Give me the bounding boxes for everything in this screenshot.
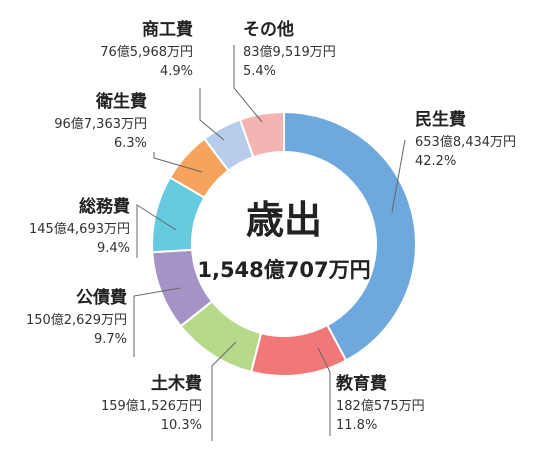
slice-5-amount-label: 145億4,693万円: [29, 221, 130, 237]
slice-3-leader-line: [211, 341, 237, 441]
slice-6-percent-label: 6.3%: [114, 136, 147, 151]
slice-5-leader-line: [136, 204, 177, 258]
slice-2-leader-line: [317, 347, 331, 436]
slice-1-name-label: 民生費: [415, 109, 466, 130]
slice-7-name-label: 商工費: [142, 19, 193, 40]
slice-6-name-label: 衛生費: [95, 91, 147, 112]
slice-6-amount-label: 96億7,363万円: [54, 116, 147, 132]
slice-8-leader-line: [233, 45, 263, 123]
slice-2-name-label: 教育費: [335, 373, 387, 394]
slice-5-percent-label: 9.4%: [97, 241, 130, 256]
donut-slices: [151, 110, 417, 377]
slice-1-amount-label: 653億8,434万円: [415, 134, 516, 150]
slice-2-percent-label: 11.8%: [336, 418, 377, 433]
slice-1-percent-label: 42.2%: [415, 154, 456, 169]
slice-4-amount-label: 150億2,629万円: [26, 312, 127, 328]
slice-7-leader-line: [199, 88, 225, 141]
slice-8-amount-label: 83億9,519万円: [243, 44, 336, 60]
slice-3-name-label: 土木費: [151, 373, 202, 394]
slice-4-percent-label: 9.7%: [94, 332, 127, 347]
slice-8-arc: [238, 110, 285, 159]
slice-labels: 民生費 653億8,434万円 42.2% 教育費 182億575万円 11.8% 土木費 1…: [26, 19, 516, 433]
slice-2-amount-label: 182億575万円: [336, 398, 425, 414]
slice-1-leader-line: [391, 139, 406, 213]
slice-3-percent-label: 10.3%: [161, 418, 202, 433]
slice-1-arc: [283, 110, 417, 362]
slice-6-leader-line: [153, 152, 203, 173]
slice-8-percent-label: 5.4%: [243, 64, 276, 79]
slice-8-name-label: その他: [243, 19, 294, 40]
slice-5-name-label: 総務費: [79, 196, 130, 217]
slice-3-amount-label: 159億1,526万円: [101, 398, 202, 414]
slice-2-arc: [249, 323, 348, 377]
leader-lines: [133, 45, 406, 441]
chart-title: 歳出: [246, 198, 322, 242]
slice-4-name-label: 公債費: [76, 287, 127, 308]
slice-7-amount-label: 76億5,968万円: [100, 44, 193, 60]
slice-7-percent-label: 4.9%: [160, 64, 193, 79]
chart-total: 1,548億707万円: [197, 258, 370, 282]
slice-4-leader-line: [133, 287, 181, 357]
